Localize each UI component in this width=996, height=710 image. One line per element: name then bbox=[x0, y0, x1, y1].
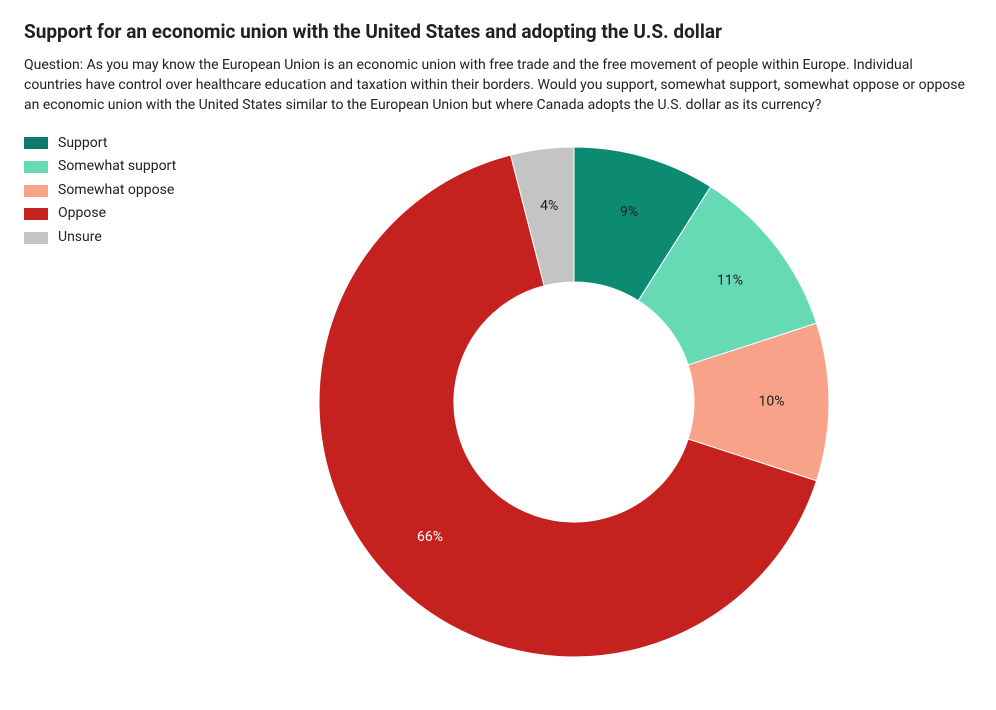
legend-item: Oppose bbox=[24, 204, 214, 224]
legend-swatch bbox=[24, 232, 48, 244]
legend: Support Somewhat support Somewhat oppose Op… bbox=[24, 132, 214, 252]
legend-item: Support bbox=[24, 134, 214, 154]
legend-swatch bbox=[24, 161, 48, 173]
legend-label: Somewhat support bbox=[58, 157, 176, 177]
legend-swatch bbox=[24, 137, 48, 149]
chart-question: Question: As you may know the European U… bbox=[24, 55, 972, 116]
legend-label: Unsure bbox=[58, 228, 102, 248]
legend-item: Somewhat oppose bbox=[24, 181, 214, 201]
legend-label: Oppose bbox=[58, 204, 106, 224]
legend-label: Support bbox=[58, 134, 107, 154]
slice-label: 9% bbox=[620, 204, 638, 220]
legend-swatch bbox=[24, 185, 48, 197]
legend-label: Somewhat oppose bbox=[58, 181, 174, 201]
legend-item: Somewhat support bbox=[24, 157, 214, 177]
slice-label: 4% bbox=[540, 197, 558, 213]
legend-item: Unsure bbox=[24, 228, 214, 248]
slice-label: 11% bbox=[717, 272, 743, 288]
slice-label: 66% bbox=[417, 528, 443, 544]
donut-chart: 9% 11% 10% 66% 4% bbox=[214, 132, 972, 672]
chart-title: Support for an economic union with the U… bbox=[24, 20, 972, 45]
legend-swatch bbox=[24, 208, 48, 220]
slice-label: 10% bbox=[759, 393, 785, 409]
